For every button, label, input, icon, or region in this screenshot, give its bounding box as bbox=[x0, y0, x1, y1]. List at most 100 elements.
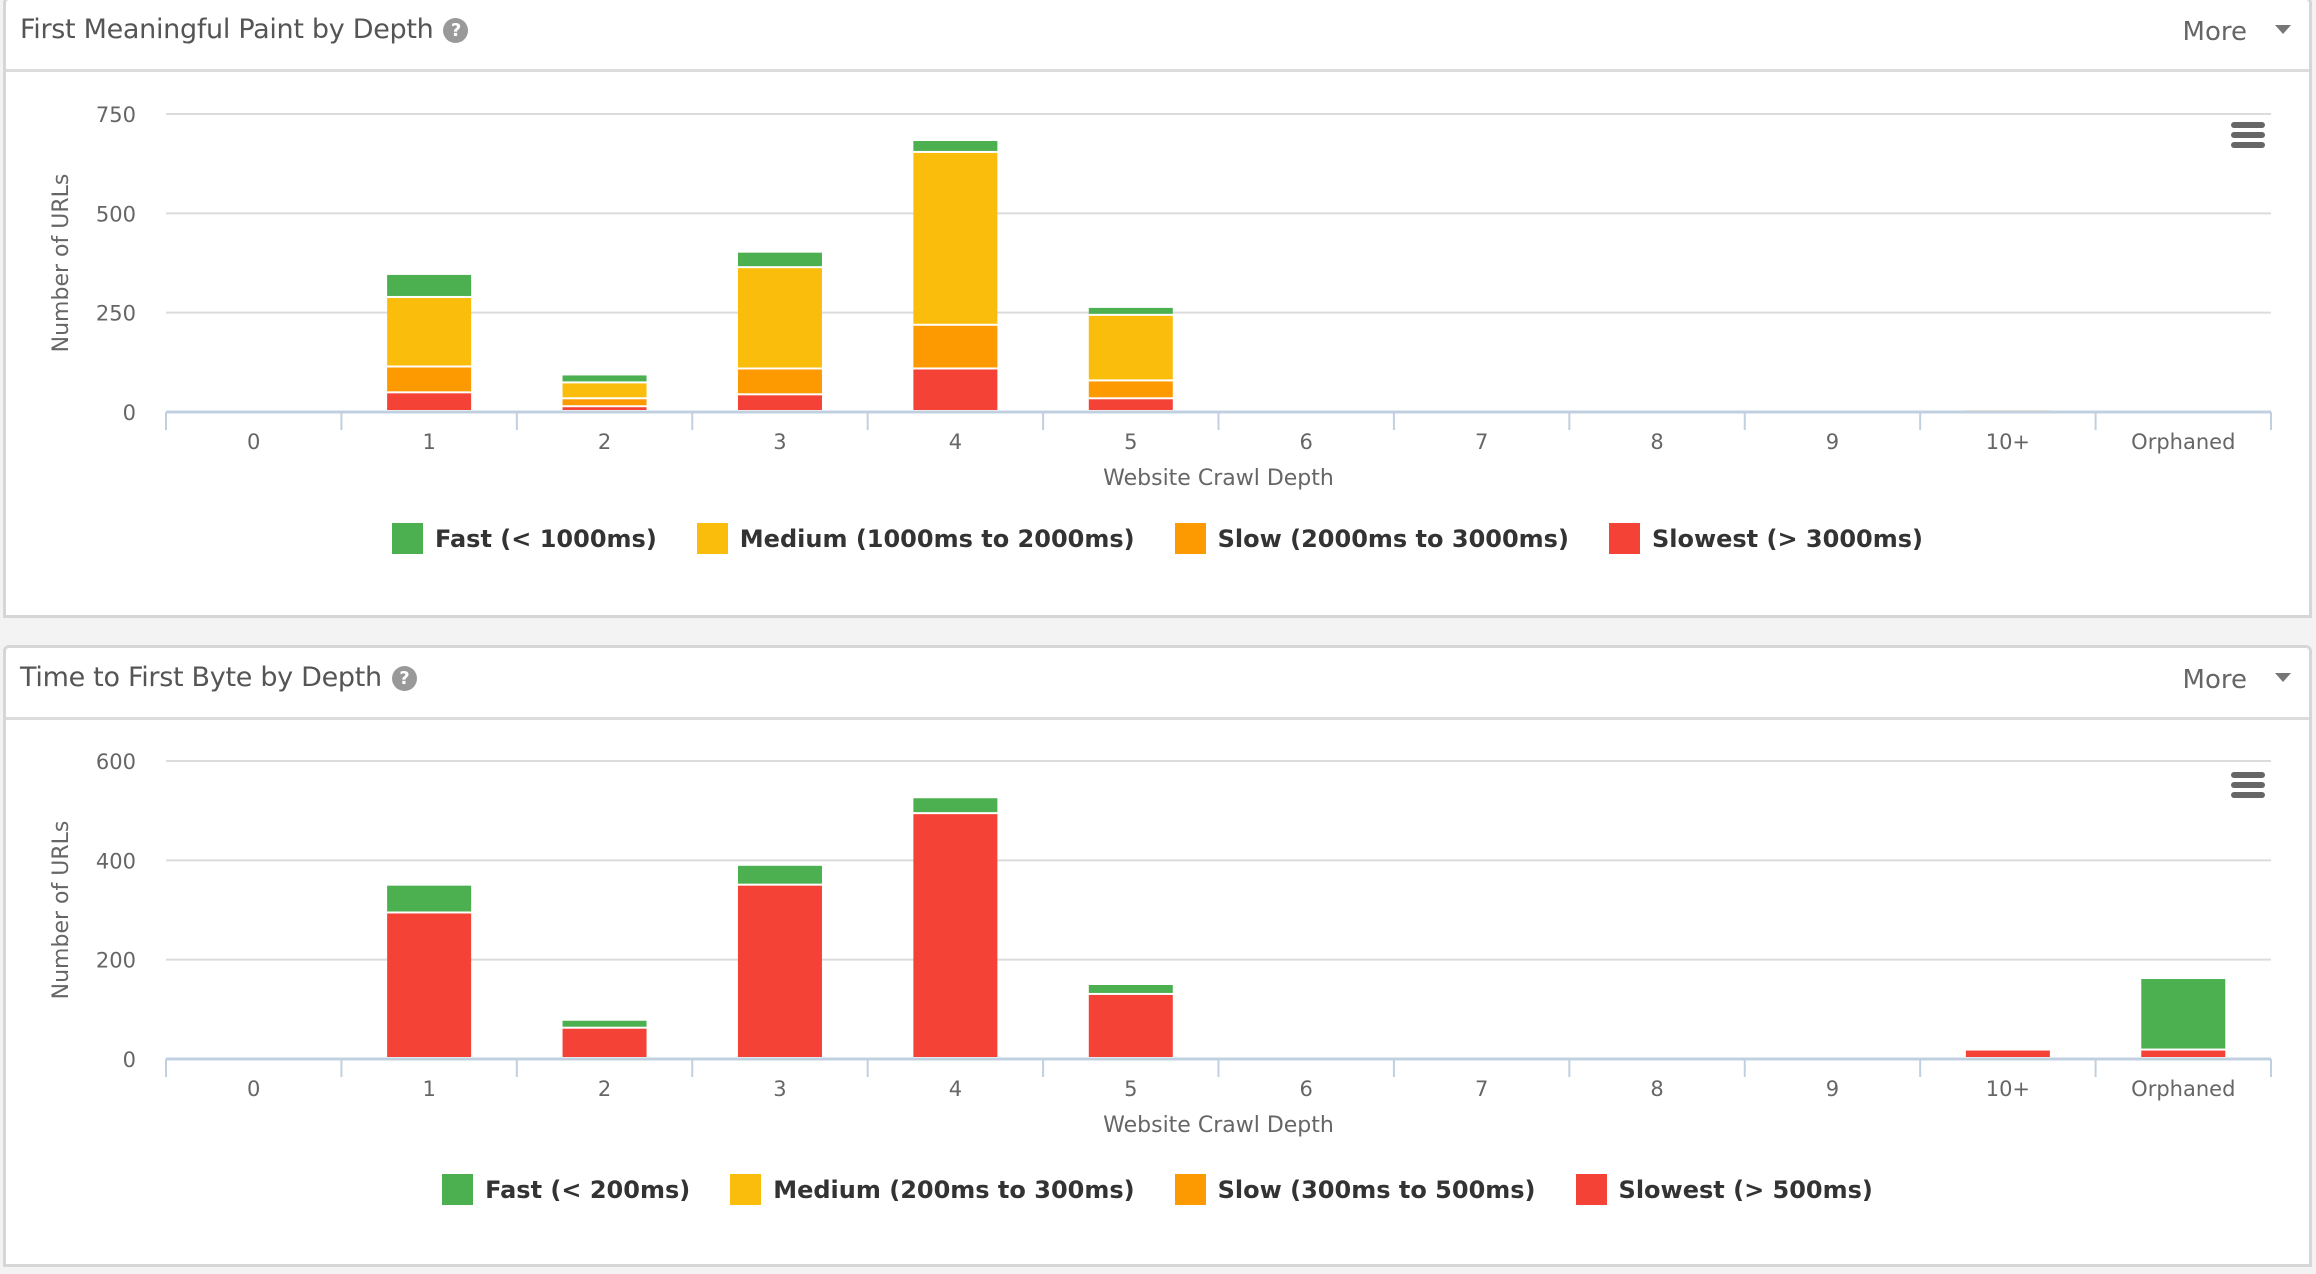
legend-item-slow[interactable]: Slow (2000ms to 3000ms) bbox=[1174, 523, 1569, 554]
bar-segment-slowest[interactable] bbox=[1965, 1050, 2050, 1057]
bar-segment-medium[interactable] bbox=[387, 297, 472, 366]
bar-segment-medium[interactable] bbox=[562, 383, 647, 398]
bar-segment-slow[interactable] bbox=[387, 367, 472, 392]
bar-segment-fast[interactable] bbox=[737, 865, 822, 884]
x-tick-label: Orphaned bbox=[2131, 430, 2235, 454]
ttfb-chart: 0 200 400 600 Number of URLs 0 1 2 3 4 5 6 7 8 9 10+ Orp… bbox=[49, 750, 2272, 1138]
legend-swatch bbox=[392, 523, 423, 554]
x-tick-label: 7 bbox=[1475, 430, 1488, 454]
x-tick-label: 2 bbox=[598, 430, 611, 454]
x-tick-label: 4 bbox=[949, 1077, 962, 1101]
bar-segment-fast[interactable] bbox=[387, 274, 472, 296]
legend-swatch bbox=[730, 1174, 762, 1205]
bar-segment-medium[interactable] bbox=[913, 152, 998, 324]
x-tick-label: 7 bbox=[1475, 1077, 1488, 1101]
bar-segment-medium[interactable] bbox=[1088, 315, 1173, 380]
x-tick-label: 10+ bbox=[1986, 1077, 2030, 1101]
legend-item-medium[interactable]: Medium (200ms to 300ms) bbox=[730, 1174, 1135, 1205]
panel-title-text: Time to First Byte by Depth bbox=[20, 662, 382, 693]
legend-label: Slowest (> 3000ms) bbox=[1651, 524, 1923, 553]
bar-segment-slowest[interactable] bbox=[562, 1028, 647, 1057]
legend-swatch bbox=[1174, 1174, 1206, 1205]
legend-label: Medium (200ms to 300ms) bbox=[773, 1175, 1135, 1204]
panel-header: First Meaningful Paint by Depth? More bbox=[6, 0, 2309, 72]
bar-segment-slowest[interactable] bbox=[1088, 399, 1173, 410]
x-tick-label: 4 bbox=[949, 430, 962, 454]
x-tick-label: 10+ bbox=[1986, 430, 2030, 454]
bar-segment-slowest[interactable] bbox=[737, 395, 822, 410]
legend-item-slow[interactable]: Slow (300ms to 500ms) bbox=[1174, 1174, 1536, 1205]
legend-item-fast[interactable]: Fast (< 200ms) bbox=[442, 1174, 690, 1205]
fmp-panel: First Meaningful Paint by Depth? More 0 2… bbox=[3, 0, 2312, 618]
y-tick-label: 0 bbox=[123, 1048, 136, 1072]
bar-segment-medium[interactable] bbox=[737, 268, 822, 368]
bar-segment-fast[interactable] bbox=[737, 252, 822, 267]
bar-segment-slowest[interactable] bbox=[913, 369, 998, 410]
legend-item-medium[interactable]: Medium (1000ms to 2000ms) bbox=[696, 523, 1135, 554]
more-dropdown-button[interactable]: More bbox=[2183, 665, 2291, 695]
panel-header: Time to First Byte by Depth? More bbox=[6, 648, 2309, 720]
x-tick-label: Orphaned bbox=[2131, 1077, 2235, 1101]
chart-legend: Fast (< 1000ms) Medium (1000ms to 2000ms)… bbox=[6, 523, 2309, 554]
bar-segment-slow[interactable] bbox=[913, 325, 998, 368]
caret-down-icon bbox=[2275, 673, 2291, 682]
panel-title: Time to First Byte by Depth? bbox=[20, 662, 417, 693]
legend-label: Medium (1000ms to 2000ms) bbox=[739, 524, 1135, 553]
more-label: More bbox=[2182, 17, 2247, 47]
x-tick-label: 1 bbox=[422, 1077, 435, 1101]
bar-segment-slow[interactable] bbox=[562, 399, 647, 406]
hamburger-menu-icon[interactable] bbox=[2231, 122, 2265, 148]
panel-title-text: First Meaningful Paint by Depth bbox=[20, 14, 434, 45]
bar-segment-slow[interactable] bbox=[1088, 381, 1173, 398]
more-dropdown-button[interactable]: More bbox=[2183, 17, 2291, 47]
x-tick-label: 0 bbox=[247, 430, 260, 454]
hamburger-menu-icon[interactable] bbox=[2231, 772, 2265, 798]
bar-segment-slowest[interactable] bbox=[387, 913, 472, 1057]
x-tick-label: 3 bbox=[773, 1077, 786, 1101]
x-tick-label: 8 bbox=[1650, 430, 1663, 454]
question-circle-icon[interactable]: ? bbox=[443, 18, 469, 43]
legend-label: Fast (< 200ms) bbox=[485, 1175, 691, 1204]
legend-label: Slow (300ms to 500ms) bbox=[1217, 1175, 1536, 1204]
y-tick-label: 750 bbox=[96, 103, 136, 127]
y-tick-label: 400 bbox=[96, 849, 136, 873]
bar-segment-fast[interactable] bbox=[562, 375, 647, 382]
panel-title: First Meaningful Paint by Depth? bbox=[20, 14, 469, 45]
bar-segment-fast[interactable] bbox=[562, 1020, 647, 1027]
x-tick-label: 9 bbox=[1826, 1077, 1839, 1101]
bar-segment-slowest[interactable] bbox=[913, 814, 998, 1057]
legend-label: Fast (< 1000ms) bbox=[435, 524, 657, 553]
legend-swatch bbox=[1608, 523, 1640, 554]
x-tick-label: 1 bbox=[422, 430, 435, 454]
y-axis-title: Number of URLs bbox=[49, 174, 74, 353]
bar-segment-fast[interactable] bbox=[1088, 307, 1173, 314]
bar-segment-fast[interactable] bbox=[2141, 979, 2226, 1049]
bar-segment-slowest[interactable] bbox=[387, 393, 472, 410]
caret-down-icon bbox=[2275, 25, 2291, 34]
question-circle-icon[interactable]: ? bbox=[391, 666, 417, 691]
x-tick-label: 3 bbox=[773, 430, 786, 454]
bar-segment-fast[interactable] bbox=[1088, 984, 1173, 993]
bar-segment-fast[interactable] bbox=[387, 885, 472, 912]
y-tick-label: 600 bbox=[96, 750, 136, 774]
bar-segment-slowest[interactable] bbox=[1088, 994, 1173, 1057]
x-axis-title: Website Crawl Depth bbox=[1103, 1113, 1334, 1138]
x-tick-label: 5 bbox=[1124, 1077, 1137, 1101]
legend-label: Slowest (> 500ms) bbox=[1618, 1175, 1873, 1204]
bar-segment-slowest[interactable] bbox=[737, 885, 822, 1057]
fmp-chart: 0 250 500 750 Number of URLs 0 1 2 3 4 5 6 7 8 9 10+ Orp… bbox=[49, 103, 2272, 491]
y-tick-label: 0 bbox=[123, 401, 136, 425]
x-axis-title: Website Crawl Depth bbox=[1103, 466, 1334, 491]
y-tick-label: 250 bbox=[96, 302, 136, 326]
bar-segment-slowest[interactable] bbox=[2141, 1050, 2226, 1057]
bar-segment-fast[interactable] bbox=[913, 798, 998, 813]
y-tick-label: 200 bbox=[96, 949, 136, 973]
bar-segment-fast[interactable] bbox=[913, 141, 998, 151]
legend-item-slowest[interactable]: Slowest (> 3000ms) bbox=[1608, 523, 1923, 554]
bar-segment-slow[interactable] bbox=[737, 369, 822, 394]
legend-label: Slow (2000ms to 3000ms) bbox=[1217, 524, 1569, 553]
legend-item-slowest[interactable]: Slowest (> 500ms) bbox=[1575, 1174, 1873, 1205]
bar-segment-slowest[interactable] bbox=[562, 407, 647, 410]
x-tick-label: 6 bbox=[1300, 430, 1313, 454]
legend-item-fast[interactable]: Fast (< 1000ms) bbox=[392, 523, 657, 554]
